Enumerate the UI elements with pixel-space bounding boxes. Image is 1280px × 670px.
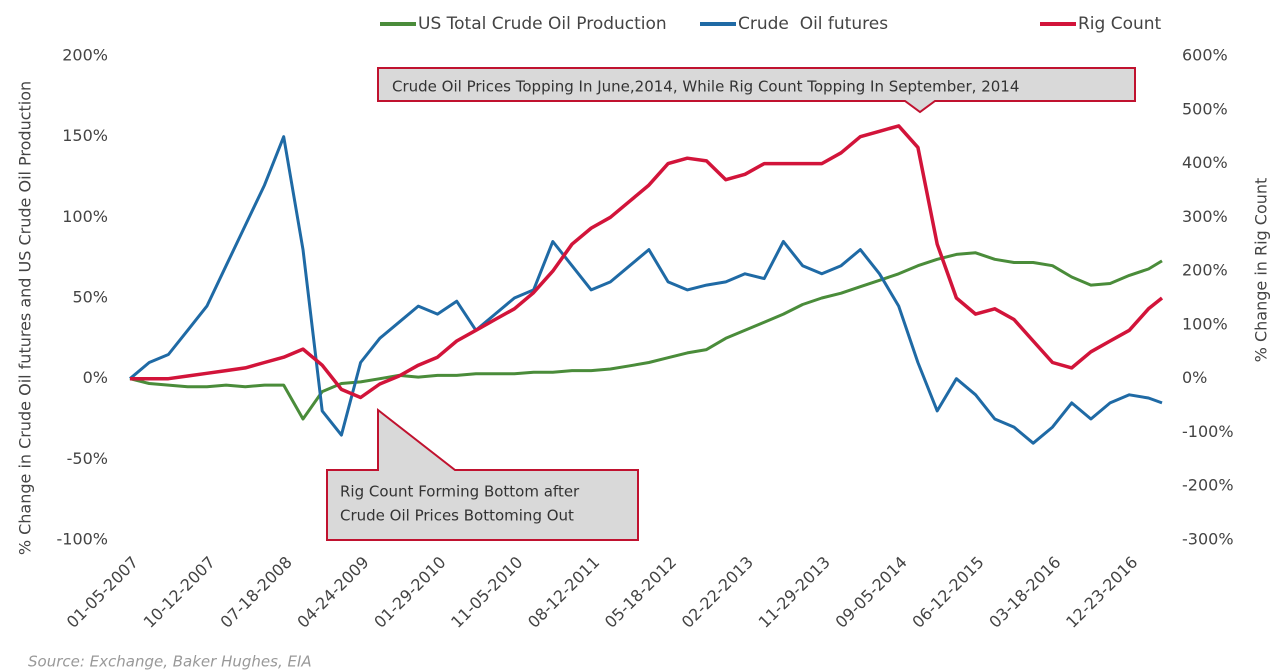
annotation: Crude Oil Prices Topping In June,2014, W…: [392, 78, 1019, 96]
y2-tick-label: 600%: [1182, 46, 1228, 65]
x-tick-label: 09-05-2014: [832, 553, 911, 632]
annotation-box: [326, 407, 639, 541]
annotation: Rig Count Forming Bottom after: [340, 483, 580, 501]
y-axis-title: % Change in Crude Oil futures and US Cru…: [16, 81, 35, 555]
x-tick-label: 05-18-2012: [601, 553, 680, 632]
x-tick-label: 02-22-2013: [678, 553, 757, 632]
y-tick-label: 100%: [62, 207, 108, 226]
x-tick-label: 06-12-2015: [908, 553, 987, 632]
source: Source: Exchange, Baker Hughes, EIA: [28, 653, 312, 670]
y2-tick-label: 0%: [1182, 368, 1207, 387]
annotation: Crude Oil Prices Bottoming Out: [340, 507, 574, 525]
x-tick-label: 01-05-2007: [63, 553, 142, 632]
y2-tick-label: -100%: [1182, 422, 1234, 441]
y-tick-label: -100%: [56, 530, 108, 549]
y-tick-label: 200%: [62, 46, 108, 65]
y2-tick-label: -300%: [1182, 530, 1234, 549]
legend-label: Rig Count: [1078, 14, 1162, 34]
x-tick-label: 07-18-2008: [217, 553, 296, 632]
x-tick-label: 04-24-2009: [293, 553, 372, 632]
series-line: [130, 124, 1164, 400]
y-tick-label: -50%: [67, 449, 108, 468]
series-line: [129, 251, 1163, 421]
x-tick-label: 03-18-2016: [985, 553, 1064, 632]
series-line: [129, 135, 1163, 445]
y2-tick-label: 500%: [1182, 99, 1228, 118]
x-tick-label: 08-12-2011: [524, 553, 603, 632]
legend-label: US Total Crude Oil Production: [418, 14, 667, 34]
y2-tick-label: 200%: [1182, 261, 1228, 280]
y-tick-label: 150%: [62, 126, 108, 145]
y2-tick-label: 300%: [1182, 207, 1228, 226]
y-tick-label: 0%: [83, 368, 108, 387]
x-tick-label: 10-12-2007: [140, 553, 219, 632]
x-tick-label: 01-29-2010: [370, 553, 449, 632]
y-tick-label: 50%: [72, 288, 108, 307]
x-tick-label: 12-23-2016: [1062, 553, 1141, 632]
y2-axis-title: % Change in Rig Count: [1252, 178, 1271, 363]
annotation-box: [377, 67, 1136, 114]
x-tick-label: 11-29-2013: [755, 553, 834, 632]
y2-tick-label: 100%: [1182, 314, 1228, 333]
x-tick-label: 11-05-2010: [447, 553, 526, 632]
legend-label: Crude Oil futures: [738, 14, 888, 34]
y2-tick-label: -200%: [1182, 476, 1234, 495]
y2-tick-label: 400%: [1182, 153, 1228, 172]
